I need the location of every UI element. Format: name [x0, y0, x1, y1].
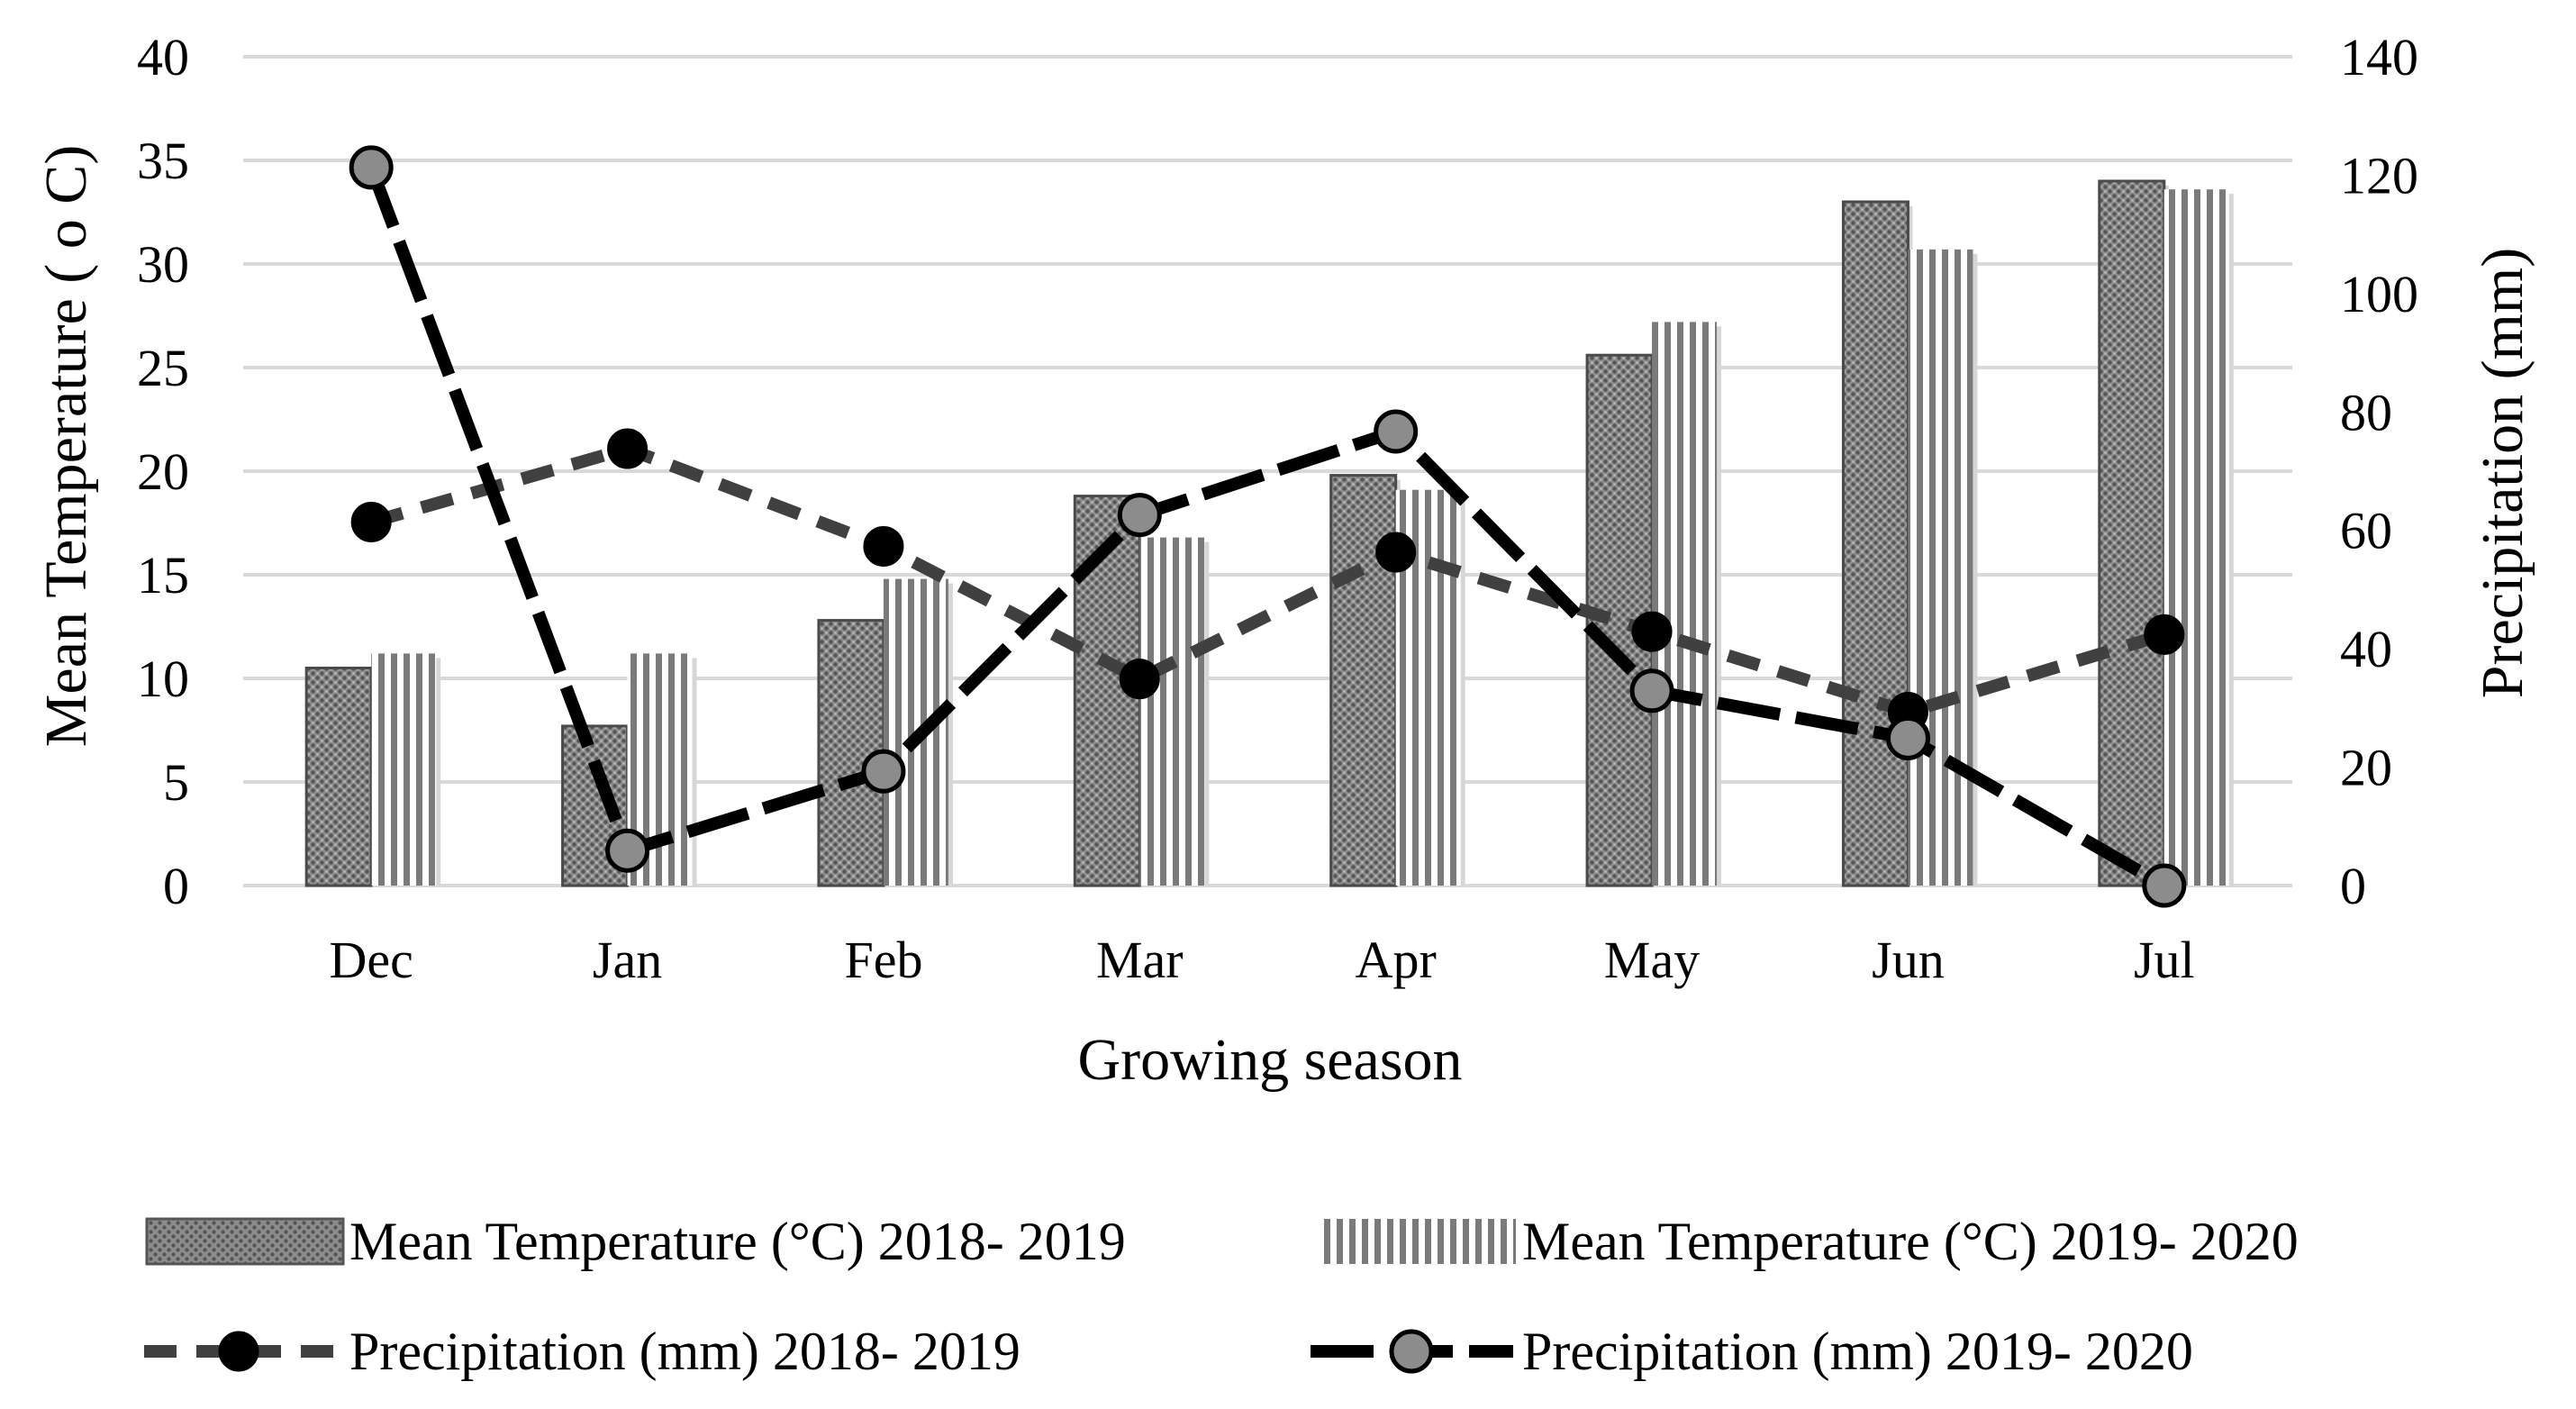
- line-precip-2018: [369, 442, 2166, 719]
- point-precip-2019: [1374, 409, 1419, 454]
- legend-marker-precip-2019: [1389, 1329, 1434, 1374]
- y-tick-label: 25: [137, 339, 189, 397]
- y2-axis-ticks: 0 20 40 60 80 100 120 140: [2340, 28, 2418, 915]
- legend-label-precip-2018: Precipitation (mm) 2018- 2019: [349, 1322, 1020, 1381]
- point-precip-2019: [2142, 863, 2187, 908]
- x-tick-label: Feb: [844, 931, 922, 989]
- bar-temp-2019: [2163, 189, 2229, 886]
- y2-tick-label: 20: [2340, 739, 2392, 797]
- legend-item-precip-2018: Precipitation (mm) 2018- 2019: [144, 1322, 1020, 1381]
- legend-item-temp-2018: Mean Temperature (°C) 2018- 2019: [145, 1212, 1126, 1271]
- y2-tick-label: 120: [2340, 146, 2418, 205]
- y-tick-label: 40: [137, 28, 189, 86]
- point-precip-2018: [607, 428, 649, 469]
- x-tick-label: Jun: [1872, 931, 1945, 989]
- legend-swatch-temp-2019: [1320, 1219, 1516, 1264]
- point-precip-2019: [1117, 493, 1162, 538]
- y-tick-label: 10: [137, 650, 189, 708]
- y-tick-label: 35: [137, 132, 189, 190]
- y-tick-label: 0: [163, 857, 189, 915]
- y2-tick-label: 40: [2340, 620, 2392, 678]
- point-precip-2019: [605, 828, 650, 873]
- legend-swatch-temp-2018: [145, 1217, 345, 1266]
- x-axis-ticks: Dec Jan Feb Mar Apr May Jun Jul: [330, 931, 2195, 989]
- point-precip-2018: [1631, 611, 1673, 652]
- y2-axis-title: Precipitation (mm): [2470, 248, 2535, 698]
- y2-tick-label: 140: [2340, 28, 2418, 86]
- legend-item-precip-2019: Precipitation (mm) 2019- 2020: [1311, 1322, 2193, 1381]
- legend-item-temp-2019: Mean Temperature (°C) 2019- 2020: [1320, 1212, 2299, 1271]
- legend: Mean Temperature (°C) 2018- 2019 Mean Te…: [144, 1212, 2299, 1381]
- bar-temp-2019: [1652, 322, 1718, 886]
- legend-marker-precip-2018: [218, 1331, 259, 1372]
- bar-temp-2019: [1908, 249, 1973, 886]
- x-tick-label: Jan: [593, 931, 662, 989]
- bar-temp-2018: [304, 667, 373, 887]
- point-precip-2019: [349, 145, 394, 190]
- x-tick-label: Jul: [2134, 931, 2195, 989]
- point-precip-2018: [863, 525, 904, 567]
- y-tick-label: 30: [137, 235, 189, 294]
- point-precip-2018: [1375, 532, 1417, 573]
- y2-tick-label: 0: [2340, 857, 2366, 915]
- x-tick-label: Mar: [1096, 931, 1184, 989]
- x-axis-title: Growing season: [1077, 1027, 1462, 1093]
- y-axis-title: Mean Temperature ( o C): [33, 145, 99, 748]
- lines: [349, 145, 2187, 908]
- y-axis-ticks: 0 5 10 15 20 25 30 35 40: [137, 28, 189, 915]
- legend-label-temp-2019: Mean Temperature (°C) 2019- 2020: [1522, 1212, 2299, 1271]
- y2-tick-label: 100: [2340, 265, 2418, 323]
- point-precip-2019: [1885, 715, 1930, 760]
- legend-label-temp-2018: Mean Temperature (°C) 2018- 2019: [349, 1212, 1126, 1271]
- point-precip-2018: [350, 502, 392, 543]
- x-tick-label: Dec: [330, 931, 413, 989]
- point-precip-2019: [1629, 668, 1674, 714]
- bar-temp-2018: [1841, 200, 1909, 887]
- y-tick-label: 20: [137, 442, 189, 501]
- line-precip-2019: [365, 165, 2168, 892]
- x-tick-label: May: [1604, 931, 1700, 989]
- point-precip-2019: [861, 749, 906, 794]
- legend-label-precip-2019: Precipitation (mm) 2019- 2020: [1522, 1322, 2193, 1381]
- y-tick-label: 5: [163, 753, 189, 812]
- point-precip-2018: [1119, 659, 1160, 700]
- y2-tick-label: 60: [2340, 502, 2392, 560]
- point-precip-2018: [2144, 614, 2185, 655]
- y2-tick-label: 80: [2340, 383, 2392, 441]
- bar-temp-2019: [371, 653, 437, 886]
- bar-temp-2018: [2098, 179, 2166, 887]
- y-tick-label: 15: [137, 546, 189, 605]
- bar-temp-2019: [1139, 537, 1205, 886]
- x-tick-label: Apr: [1356, 931, 1437, 989]
